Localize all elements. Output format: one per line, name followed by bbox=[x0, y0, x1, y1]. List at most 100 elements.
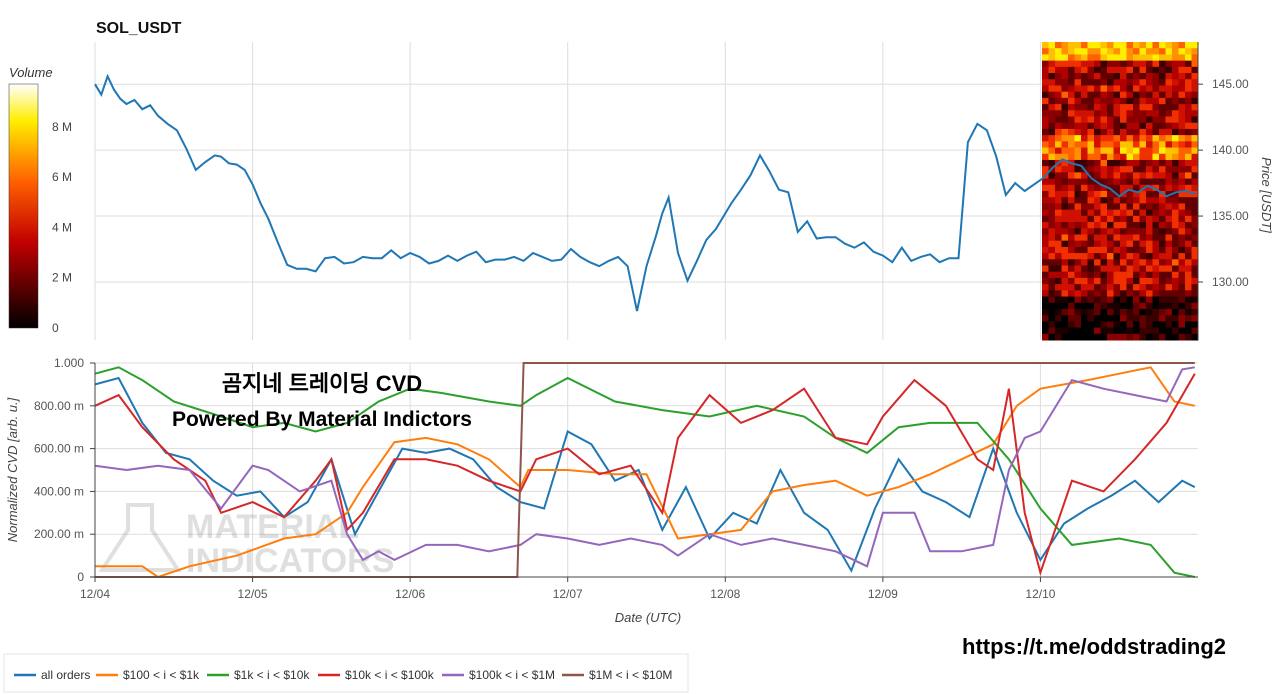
heatmap-cell bbox=[1081, 296, 1088, 304]
heatmap-cell bbox=[1191, 159, 1199, 167]
heatmap-cell bbox=[1048, 308, 1056, 316]
heatmap-cell bbox=[1120, 253, 1127, 260]
heatmap-cell bbox=[1165, 159, 1173, 167]
heatmap-cell bbox=[1100, 315, 1108, 322]
heatmap-cell bbox=[1113, 60, 1121, 68]
legend-item[interactable]: $100 < i < $1k bbox=[96, 668, 200, 682]
heatmap-cell bbox=[1146, 178, 1153, 186]
heatmap-cell bbox=[1126, 141, 1134, 149]
heatmap-cell bbox=[1120, 284, 1127, 291]
heatmap-cell bbox=[1113, 135, 1121, 142]
heatmap-cell bbox=[1094, 60, 1101, 68]
heatmap-cell bbox=[1178, 48, 1186, 55]
heatmap-cell bbox=[1139, 159, 1147, 167]
heatmap-cell bbox=[1081, 265, 1088, 273]
heatmap-cell bbox=[1087, 116, 1095, 124]
heatmap-cell bbox=[1107, 197, 1114, 204]
heatmap-cell bbox=[1081, 327, 1088, 335]
heatmap-cell bbox=[1165, 234, 1173, 242]
heatmap-cell bbox=[1185, 135, 1192, 142]
heatmap-cell bbox=[1113, 327, 1121, 335]
heatmap-cell bbox=[1074, 315, 1082, 322]
heatmap-cell bbox=[1146, 277, 1153, 285]
heatmap-cell bbox=[1133, 110, 1140, 117]
legend-item[interactable]: all orders bbox=[14, 668, 90, 682]
heatmap-cell bbox=[1113, 141, 1121, 149]
heatmap-cell bbox=[1068, 116, 1075, 124]
heatmap-cell bbox=[1159, 85, 1166, 93]
heatmap-cell bbox=[1146, 203, 1153, 211]
heatmap-cell bbox=[1126, 321, 1134, 329]
heatmap-cell bbox=[1126, 284, 1134, 291]
colorbar-tick: 8 M bbox=[52, 120, 72, 134]
heatmap-cell bbox=[1107, 253, 1114, 260]
heatmap-cell bbox=[1172, 259, 1179, 266]
heatmap-cell bbox=[1178, 122, 1186, 130]
legend-item[interactable]: $1k < i < $10k bbox=[207, 668, 310, 682]
heatmap-cell bbox=[1055, 302, 1062, 310]
telegram-url[interactable]: https://t.me/oddstrading2 bbox=[962, 634, 1226, 659]
heatmap-cell bbox=[1061, 122, 1069, 130]
heatmap-cell bbox=[1133, 104, 1140, 111]
heatmap-cell bbox=[1185, 110, 1192, 117]
heatmap-cell bbox=[1120, 240, 1127, 248]
xtick-label: 12/07 bbox=[553, 587, 583, 601]
heatmap-cell bbox=[1055, 240, 1062, 248]
heatmap-cell bbox=[1055, 104, 1062, 111]
heatmap-cell bbox=[1094, 296, 1101, 304]
heatmap-cell bbox=[1042, 141, 1049, 149]
heatmap-cell bbox=[1165, 265, 1173, 273]
heatmap-cell bbox=[1068, 60, 1075, 68]
heatmap-cell bbox=[1126, 79, 1134, 86]
price-grid bbox=[94, 42, 1198, 340]
legend-item[interactable]: $10k < i < $100k bbox=[318, 668, 435, 682]
heatmap-cell bbox=[1113, 302, 1121, 310]
heatmap-cell bbox=[1061, 315, 1069, 322]
heatmap-cell bbox=[1113, 259, 1121, 266]
heatmap-cell bbox=[1100, 277, 1108, 285]
heatmap-cell bbox=[1139, 110, 1147, 117]
heatmap-cell bbox=[1120, 215, 1127, 223]
heatmap-cell bbox=[1042, 110, 1049, 117]
heatmap-cell bbox=[1133, 85, 1140, 93]
heatmap-cell bbox=[1146, 141, 1153, 149]
heatmap-cell bbox=[1042, 302, 1049, 310]
heatmap-cell bbox=[1055, 60, 1062, 68]
heatmap-cell bbox=[1055, 54, 1062, 62]
heatmap-cell bbox=[1126, 147, 1134, 155]
heatmap-cell bbox=[1055, 48, 1062, 55]
legend-item[interactable]: $1M < i < $10M bbox=[562, 668, 672, 682]
heatmap-cell bbox=[1126, 128, 1134, 136]
heatmap-cell bbox=[1172, 203, 1179, 211]
heatmap-cell bbox=[1178, 240, 1186, 248]
heatmap-cell bbox=[1113, 228, 1121, 235]
heatmap-cell bbox=[1087, 159, 1095, 167]
heatmap-cell bbox=[1094, 215, 1101, 223]
heatmap-cell bbox=[1094, 91, 1101, 99]
legend-label: $1k < i < $10k bbox=[234, 668, 310, 682]
heatmap-cell bbox=[1094, 253, 1101, 260]
heatmap-cell bbox=[1146, 246, 1153, 254]
heatmap-cell bbox=[1120, 277, 1127, 285]
heatmap-cell bbox=[1087, 135, 1095, 142]
heatmap-cell bbox=[1185, 66, 1192, 74]
heatmap-cell bbox=[1159, 135, 1166, 142]
heatmap-cell bbox=[1126, 73, 1134, 80]
heatmap-cell bbox=[1061, 153, 1069, 161]
heatmap-cell bbox=[1139, 228, 1147, 235]
heatmap-cell bbox=[1100, 215, 1108, 223]
heatmap-cell bbox=[1120, 54, 1127, 62]
heatmap-cell bbox=[1159, 147, 1166, 155]
heatmap-cell bbox=[1087, 91, 1095, 99]
heatmap-cell bbox=[1068, 222, 1075, 229]
volume-colorbar bbox=[8, 83, 39, 329]
heatmap-cell bbox=[1191, 215, 1199, 223]
legend-item[interactable]: $100k < i < $1M bbox=[442, 668, 555, 682]
heatmap-cell bbox=[1146, 197, 1153, 204]
heatmap-cell bbox=[1100, 184, 1108, 192]
heatmap-cell bbox=[1139, 203, 1147, 211]
heatmap-cell bbox=[1113, 215, 1121, 223]
heatmap-cell bbox=[1081, 284, 1088, 291]
heatmap-cell bbox=[1061, 79, 1069, 86]
heatmap-cell bbox=[1100, 327, 1108, 335]
